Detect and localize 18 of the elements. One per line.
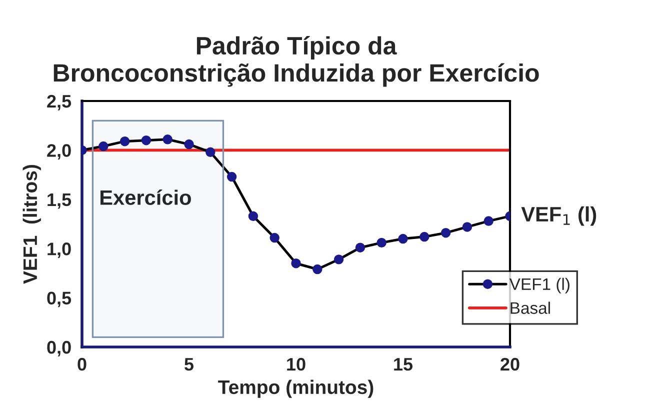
x-tick-label: 20 [500, 358, 520, 371]
x-tick-label: 10 [287, 358, 306, 371]
y-tick-label: 2,5 [47, 94, 72, 110]
x-tick-label: 15 [394, 358, 413, 371]
annotation: VEF$_{1}$ (l) [521, 206, 596, 226]
x-tick-label: 0 [78, 358, 86, 371]
x-axis-title: Tempo (minutos) [218, 380, 374, 398]
y-tick-label: 1,5 [48, 194, 72, 209]
chart-title: Padrão Típico da Broncoconstrição Induzida por Exercício [54, 36, 539, 87]
y-axis-title: VEF1 (litros) [22, 165, 41, 284]
x-tick-label: 5 [184, 358, 194, 371]
y-tick-label: 1,0 [48, 242, 71, 258]
y-tick-label: 0,5 [47, 292, 72, 308]
band-label: Exercício [100, 190, 191, 205]
legend-label: Basal [510, 302, 550, 314]
legend-label: VEF1 (l) [509, 278, 570, 294]
y-tick-label: 0,0 [47, 340, 71, 356]
y-tick-label: 2,0 [47, 144, 71, 160]
